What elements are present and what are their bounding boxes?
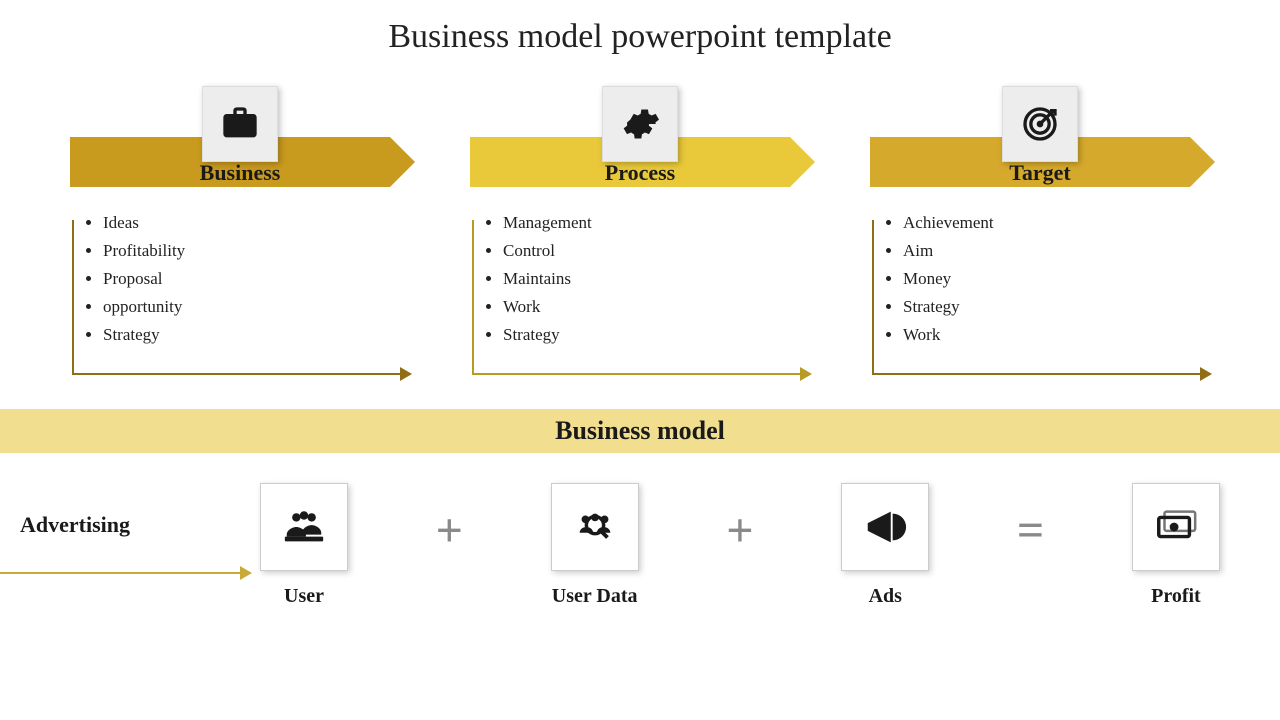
band-tail <box>445 137 470 187</box>
bottom-row: Advertising User + User Data + Ads = <box>0 453 1280 608</box>
arrow-tip-icon <box>800 367 812 381</box>
flow-arrow-process <box>460 367 820 381</box>
column-business: Business Ideas Profitability Proposal op… <box>60 86 420 381</box>
bullet-item: Strategy <box>103 321 420 349</box>
column-target: Target Achievement Aim Money Strategy Wo… <box>860 86 1220 381</box>
column-process: Process Management Control Maintains Wor… <box>460 86 820 381</box>
plus-icon: + <box>436 507 463 555</box>
eq-label: Ads <box>869 585 902 608</box>
eq-label: Profit <box>1151 585 1201 608</box>
adv-stem <box>0 572 240 574</box>
flow-vert <box>472 220 474 375</box>
top-columns: Business Ideas Profitability Proposal op… <box>0 56 1280 381</box>
eq-label: User Data <box>552 585 638 608</box>
bullet-item: Management <box>503 209 820 237</box>
arrow-tip-icon <box>240 566 252 580</box>
band-tail <box>845 137 870 187</box>
bullets-process: Management Control Maintains Work Strate… <box>485 209 820 349</box>
flow-stem <box>72 373 400 375</box>
page-title: Business model powerpoint template <box>0 0 1280 56</box>
band-head <box>790 137 815 187</box>
band-label: Process <box>605 160 675 186</box>
bullet-item: Control <box>503 237 820 265</box>
band-tail <box>45 137 70 187</box>
eq-label: User <box>284 585 324 608</box>
bullet-item: Aim <box>903 237 1220 265</box>
eq-ads: Ads <box>841 483 929 608</box>
eq-profit: Profit <box>1132 483 1220 608</box>
band-head <box>1190 137 1215 187</box>
plus-icon: + <box>726 507 753 555</box>
section-title: Business model <box>555 416 725 446</box>
money-icon <box>1132 483 1220 571</box>
advertising-label: Advertising <box>20 512 260 538</box>
section-band: Business model <box>0 409 1280 453</box>
bullet-item: Proposal <box>103 265 420 293</box>
users-icon <box>260 483 348 571</box>
bullet-item: Strategy <box>503 321 820 349</box>
target-icon <box>1002 86 1078 162</box>
band-label: Business <box>200 160 281 186</box>
bullet-item: Achievement <box>903 209 1220 237</box>
band-label: Target <box>1009 160 1071 186</box>
flow-arrow-target <box>860 367 1220 381</box>
flow-vert <box>72 220 74 375</box>
flow-vert <box>872 220 874 375</box>
arrow-tip-icon <box>400 367 412 381</box>
arrow-tip-icon <box>1200 367 1212 381</box>
bullet-item: Money <box>903 265 1220 293</box>
briefcase-icon <box>202 86 278 162</box>
bullet-item: Profitability <box>103 237 420 265</box>
advertising-arrow <box>20 566 260 580</box>
bullets-target: Achievement Aim Money Strategy Work <box>885 209 1220 349</box>
gear-icon <box>602 86 678 162</box>
bullet-item: Strategy <box>903 293 1220 321</box>
userdata-icon <box>551 483 639 571</box>
band-head <box>390 137 415 187</box>
megaphone-icon <box>841 483 929 571</box>
bullets-business: Ideas Profitability Proposal opportunity… <box>85 209 420 349</box>
bullet-item: Maintains <box>503 265 820 293</box>
bullet-item: opportunity <box>103 293 420 321</box>
flow-stem <box>472 373 800 375</box>
equals-icon: = <box>1017 507 1044 555</box>
equation-row: User + User Data + Ads = Profit <box>260 483 1220 608</box>
flow-arrow-business <box>60 367 420 381</box>
flow-stem <box>872 373 1200 375</box>
bullet-item: Work <box>903 321 1220 349</box>
bullet-item: Ideas <box>103 209 420 237</box>
eq-userdata: User Data <box>551 483 639 608</box>
eq-user: User <box>260 483 348 608</box>
advertising-block: Advertising <box>0 512 260 580</box>
bullet-item: Work <box>503 293 820 321</box>
